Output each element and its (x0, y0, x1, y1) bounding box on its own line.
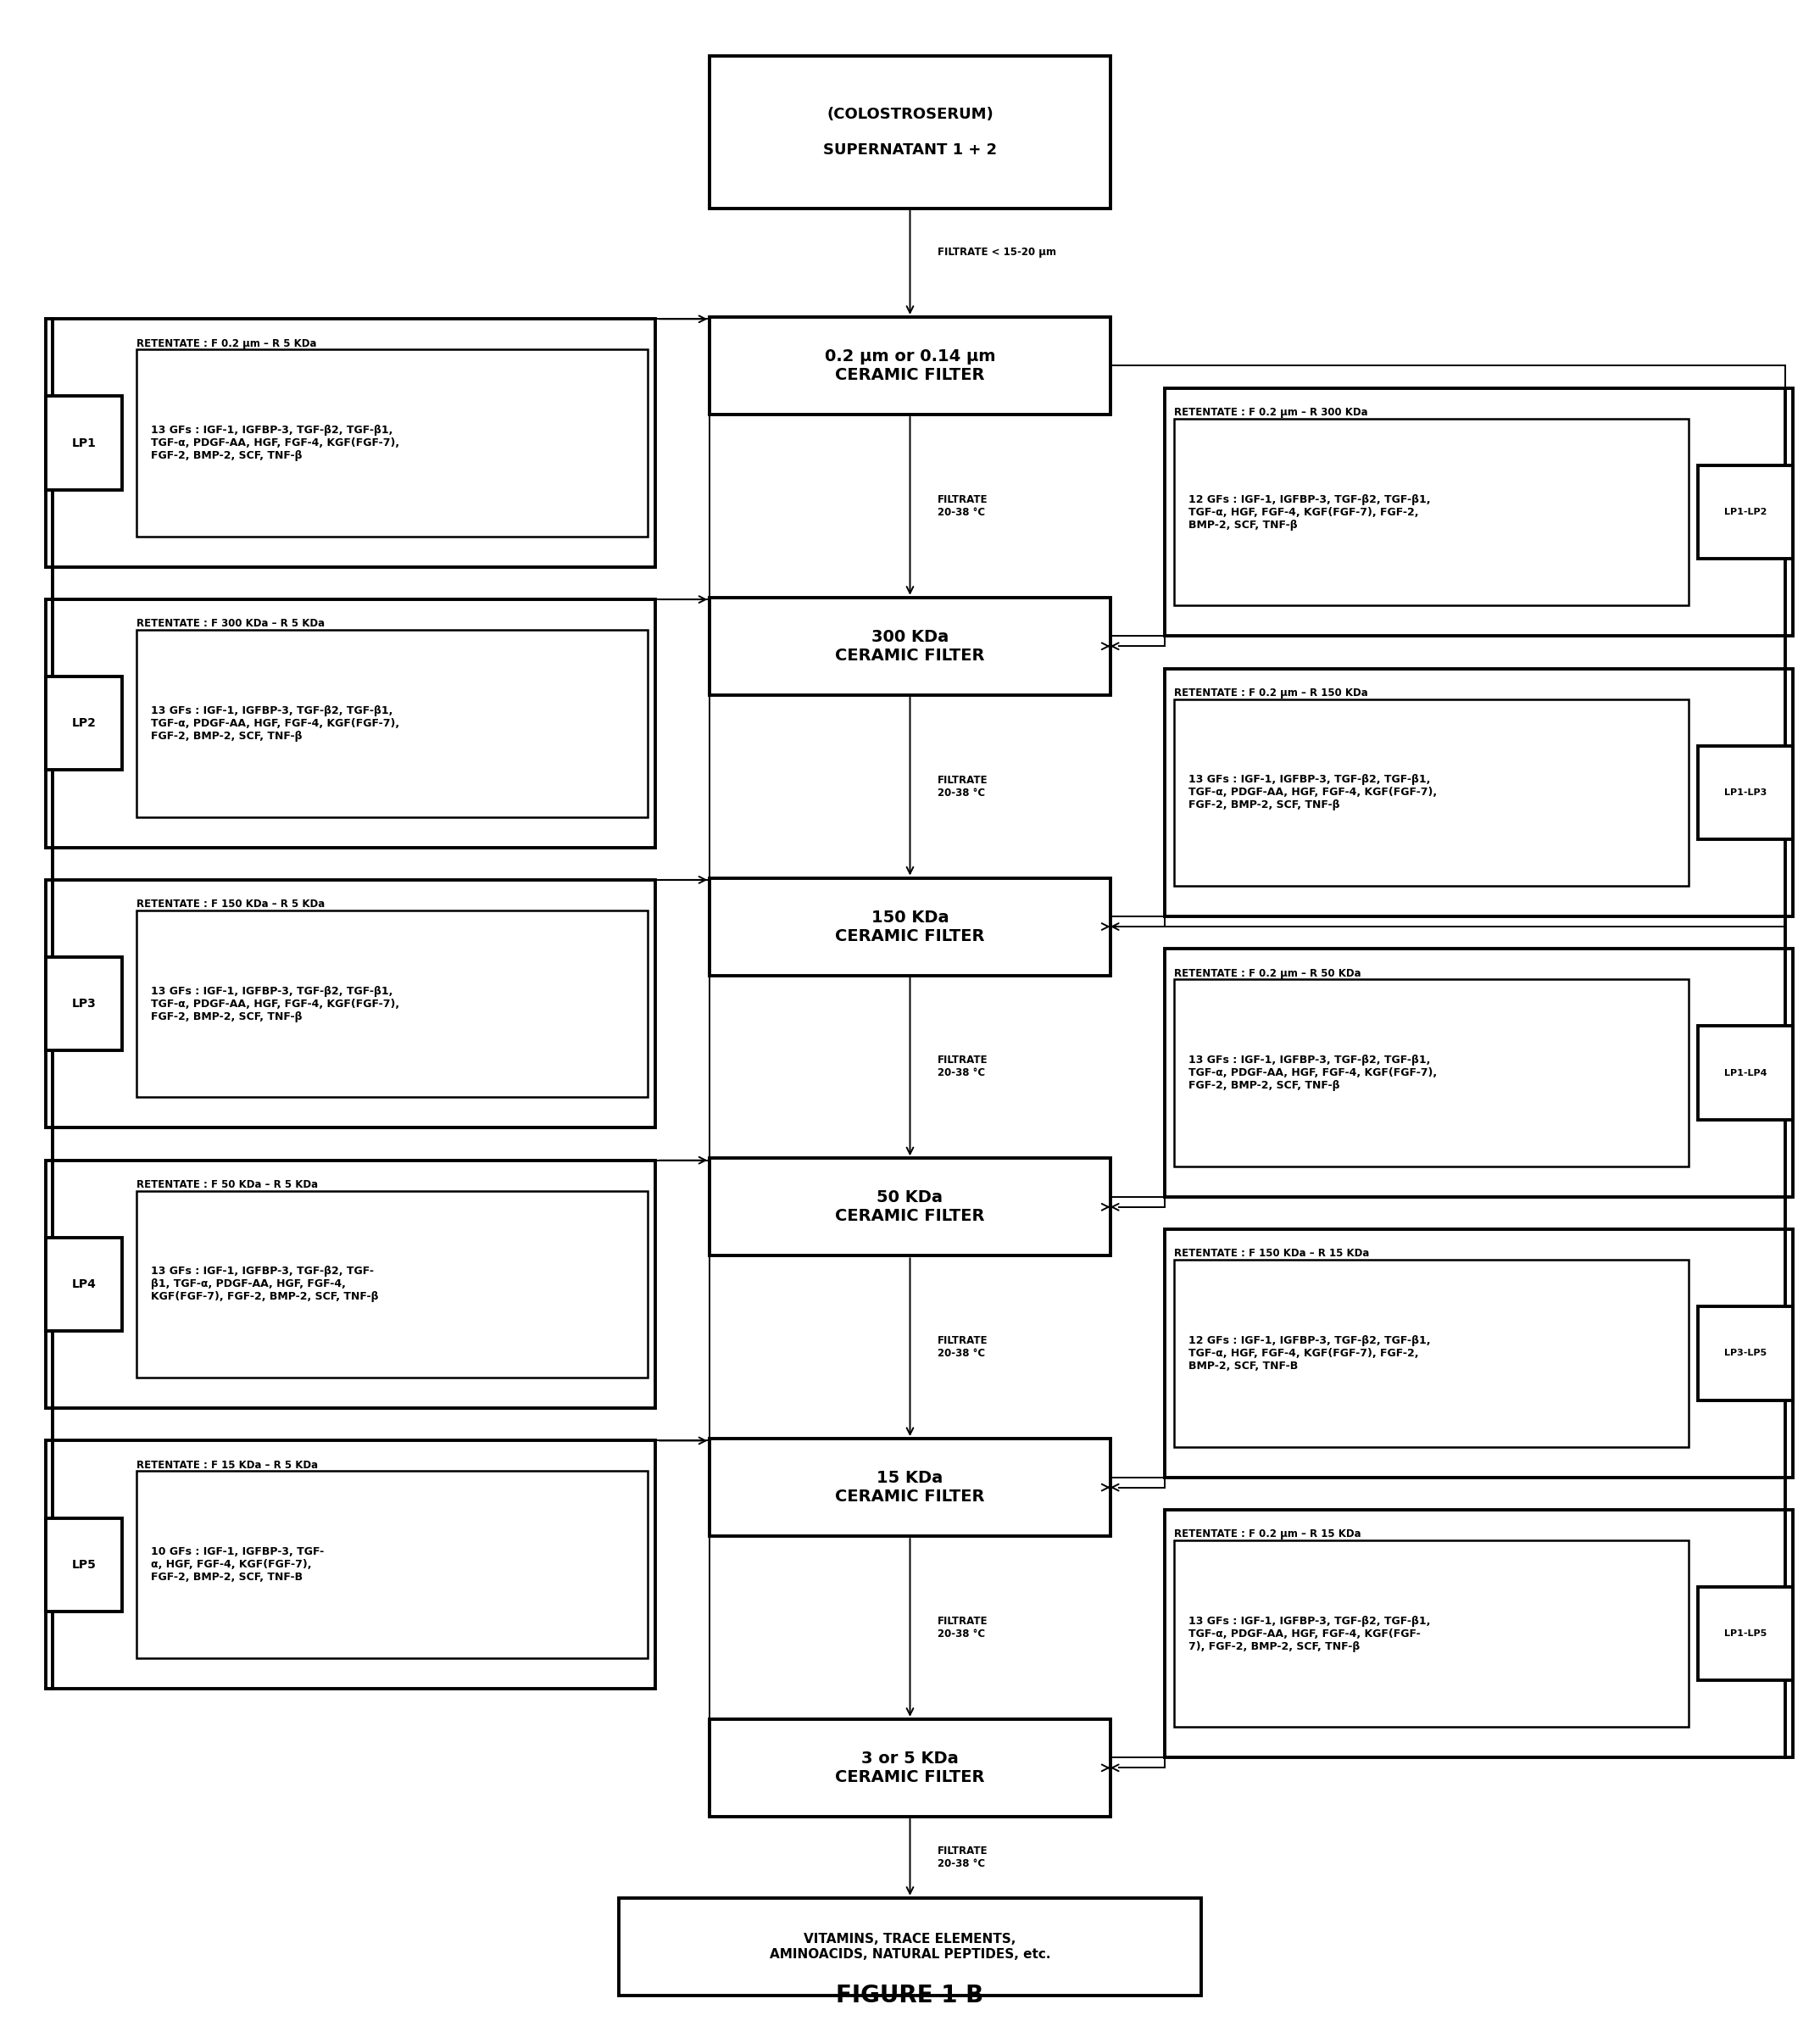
Text: 13 GFs : IGF-1, IGFBP-3, TGF-β2, TGF-β1,
TGF-α, PDGF-AA, HGF, FGF-4, KGF(FGF-7),: 13 GFs : IGF-1, IGFBP-3, TGF-β2, TGF-β1,… (151, 705, 400, 742)
Text: 50 KDa
CERAMIC FILTER: 50 KDa CERAMIC FILTER (835, 1189, 985, 1225)
Text: LP5: LP5 (71, 1559, 96, 1571)
Text: 13 GFs : IGF-1, IGFBP-3, TGF-β2, TGF-β1,
TGF-α, PDGF-AA, HGF, FGF-4, KGF(FGF-
7): 13 GFs : IGF-1, IGFBP-3, TGF-β2, TGF-β1,… (1188, 1615, 1431, 1652)
Text: RETENTATE : F 300 KDa – R 5 KDa: RETENTATE : F 300 KDa – R 5 KDa (136, 618, 324, 630)
Bar (1174, 1260, 1689, 1447)
Text: LP2: LP2 (71, 717, 96, 729)
Text: 12 GFs : IGF-1, IGFBP-3, TGF-β2, TGF-β1,
TGF-α, HGF, FGF-4, KGF(FGF-7), FGF-2,
B: 12 GFs : IGF-1, IGFBP-3, TGF-β2, TGF-β1,… (1188, 1335, 1431, 1372)
Bar (136, 1191, 648, 1378)
Text: RETENTATE : F 50 KDa – R 5 KDa: RETENTATE : F 50 KDa – R 5 KDa (136, 1179, 318, 1191)
Bar (46, 1518, 122, 1611)
Bar (710, 1158, 1110, 1256)
Bar (1165, 949, 1793, 1197)
Text: FIGURE 1 B: FIGURE 1 B (835, 1983, 985, 2008)
Bar (710, 1719, 1110, 1817)
Text: 15 KDa
CERAMIC FILTER: 15 KDa CERAMIC FILTER (835, 1469, 985, 1506)
Bar (1698, 1026, 1793, 1120)
Text: RETENTATE : F 0.2 μm – R 300 KDa: RETENTATE : F 0.2 μm – R 300 KDa (1174, 406, 1367, 419)
Text: VITAMINS, TRACE ELEMENTS,
AMINOACIDS, NATURAL PEPTIDES, etc.: VITAMINS, TRACE ELEMENTS, AMINOACIDS, NA… (770, 1932, 1050, 1961)
Text: FILTRATE
20-38 °C: FILTRATE 20-38 °C (937, 774, 988, 799)
Bar (1174, 979, 1689, 1166)
Bar (710, 878, 1110, 975)
Bar (1174, 699, 1689, 886)
Text: 13 GFs : IGF-1, IGFBP-3, TGF-β2, TGF-
β1, TGF-α, PDGF-AA, HGF, FGF-4,
KGF(FGF-7): 13 GFs : IGF-1, IGFBP-3, TGF-β2, TGF- β1… (151, 1266, 379, 1303)
Bar (1165, 1229, 1793, 1477)
Text: 13 GFs : IGF-1, IGFBP-3, TGF-β2, TGF-β1,
TGF-α, PDGF-AA, HGF, FGF-4, KGF(FGF-7),: 13 GFs : IGF-1, IGFBP-3, TGF-β2, TGF-β1,… (1188, 774, 1438, 811)
Text: FILTRATE
20-38 °C: FILTRATE 20-38 °C (937, 1335, 988, 1359)
Bar (46, 396, 122, 490)
Text: RETENTATE : F 0.2 μm – R 15 KDa: RETENTATE : F 0.2 μm – R 15 KDa (1174, 1528, 1361, 1540)
Bar (1698, 746, 1793, 839)
Text: LP1-LP4: LP1-LP4 (1724, 1069, 1767, 1077)
Text: 300 KDa
CERAMIC FILTER: 300 KDa CERAMIC FILTER (835, 628, 985, 664)
Text: RETENTATE : F 0.2 μm – R 50 KDa: RETENTATE : F 0.2 μm – R 50 KDa (1174, 967, 1361, 979)
Bar (46, 1160, 655, 1408)
Bar (619, 1898, 1201, 1995)
Bar (136, 1471, 648, 1658)
Bar (710, 597, 1110, 695)
Bar (1174, 1540, 1689, 1727)
Text: FILTRATE
20-38 °C: FILTRATE 20-38 °C (937, 1615, 988, 1640)
Bar (1698, 1307, 1793, 1400)
Bar (1165, 1510, 1793, 1758)
Bar (1698, 465, 1793, 559)
Text: (COLOSTROSERUM)

SUPERNATANT 1 + 2: (COLOSTROSERUM) SUPERNATANT 1 + 2 (823, 108, 997, 156)
Text: 13 GFs : IGF-1, IGFBP-3, TGF-β2, TGF-β1,
TGF-α, PDGF-AA, HGF, FGF-4, KGF(FGF-7),: 13 GFs : IGF-1, IGFBP-3, TGF-β2, TGF-β1,… (151, 425, 400, 461)
Bar (1698, 1587, 1793, 1680)
Bar (46, 1441, 655, 1689)
Bar (46, 957, 122, 1051)
Text: LP4: LP4 (71, 1278, 96, 1290)
Text: RETENTATE : F 150 KDa – R 5 KDa: RETENTATE : F 150 KDa – R 5 KDa (136, 898, 326, 910)
Text: 13 GFs : IGF-1, IGFBP-3, TGF-β2, TGF-β1,
TGF-α, PDGF-AA, HGF, FGF-4, KGF(FGF-7),: 13 GFs : IGF-1, IGFBP-3, TGF-β2, TGF-β1,… (151, 986, 400, 1022)
Text: 0.2 μm or 0.14 μm
CERAMIC FILTER: 0.2 μm or 0.14 μm CERAMIC FILTER (824, 347, 996, 384)
Text: FILTRATE < 15-20 μm: FILTRATE < 15-20 μm (937, 248, 1056, 258)
Bar (136, 350, 648, 536)
Text: 150 KDa
CERAMIC FILTER: 150 KDa CERAMIC FILTER (835, 908, 985, 945)
Bar (46, 599, 655, 847)
Bar (136, 910, 648, 1097)
Text: 13 GFs : IGF-1, IGFBP-3, TGF-β2, TGF-β1,
TGF-α, PDGF-AA, HGF, FGF-4, KGF(FGF-7),: 13 GFs : IGF-1, IGFBP-3, TGF-β2, TGF-β1,… (1188, 1055, 1438, 1091)
Text: 10 GFs : IGF-1, IGFBP-3, TGF-
α, HGF, FGF-4, KGF(FGF-7),
FGF-2, BMP-2, SCF, TNF-: 10 GFs : IGF-1, IGFBP-3, TGF- α, HGF, FG… (151, 1546, 324, 1583)
Text: LP1-LP5: LP1-LP5 (1724, 1630, 1767, 1638)
Text: 3 or 5 KDa
CERAMIC FILTER: 3 or 5 KDa CERAMIC FILTER (835, 1750, 985, 1786)
Bar (46, 677, 122, 770)
Bar (710, 1439, 1110, 1536)
Text: RETENTATE : F 15 KDa – R 5 KDa: RETENTATE : F 15 KDa – R 5 KDa (136, 1459, 318, 1471)
Text: LP3: LP3 (71, 998, 96, 1010)
Bar (136, 630, 648, 817)
Text: LP3-LP5: LP3-LP5 (1724, 1349, 1767, 1357)
Bar (1165, 388, 1793, 636)
Text: FILTRATE
20-38 °C: FILTRATE 20-38 °C (937, 494, 988, 518)
Bar (1174, 419, 1689, 606)
Text: FILTRATE
20-38 °C: FILTRATE 20-38 °C (937, 1055, 988, 1079)
Bar (710, 317, 1110, 415)
Text: RETENTATE : F 0.2 μm – R 150 KDa: RETENTATE : F 0.2 μm – R 150 KDa (1174, 687, 1369, 699)
Text: RETENTATE : F 150 KDa – R 15 KDa: RETENTATE : F 150 KDa – R 15 KDa (1174, 1248, 1369, 1260)
Bar (46, 319, 655, 567)
Bar (1165, 669, 1793, 916)
Bar (46, 880, 655, 1128)
Text: LP1: LP1 (71, 437, 96, 449)
Text: FILTRATE
20-38 °C: FILTRATE 20-38 °C (937, 1845, 988, 1869)
Bar (710, 55, 1110, 207)
Text: LP1-LP2: LP1-LP2 (1724, 508, 1767, 516)
Bar (46, 1237, 122, 1331)
Text: RETENTATE : F 0.2 μm – R 5 KDa: RETENTATE : F 0.2 μm – R 5 KDa (136, 337, 317, 350)
Text: LP1-LP3: LP1-LP3 (1724, 788, 1767, 797)
Text: 12 GFs : IGF-1, IGFBP-3, TGF-β2, TGF-β1,
TGF-α, HGF, FGF-4, KGF(FGF-7), FGF-2,
B: 12 GFs : IGF-1, IGFBP-3, TGF-β2, TGF-β1,… (1188, 494, 1431, 530)
